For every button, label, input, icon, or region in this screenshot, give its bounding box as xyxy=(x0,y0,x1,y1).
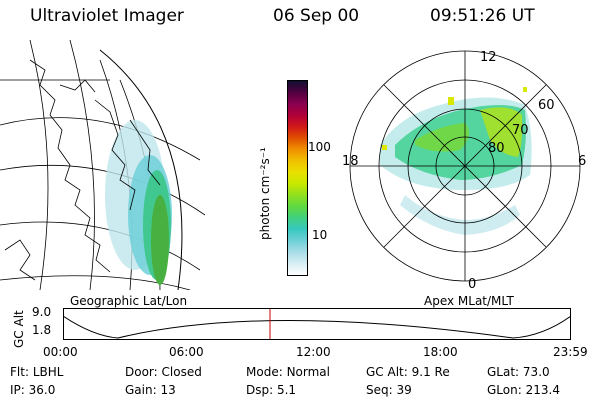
info-gain: Gain: 13 xyxy=(125,383,176,397)
timeline-xtick-0600: 06:00 xyxy=(169,345,204,359)
info-dsp: Dsp: 5.1 xyxy=(246,383,297,397)
timeline-xtick-0000: 00:00 xyxy=(43,345,78,359)
info-glat: GLat: 73.0 xyxy=(487,365,550,379)
timeline-xtick-1200: 12:00 xyxy=(296,345,331,359)
geographic-panel-label: Geographic Lat/Lon xyxy=(70,294,188,308)
time-label: 09:51:26 UT xyxy=(430,6,535,26)
info-flt: Flt: LBHL xyxy=(10,365,64,379)
colorbar-tick-100: 100 xyxy=(308,140,331,154)
colorbar-tick-10: 10 xyxy=(312,228,328,242)
apex-panel-label: Apex MLat/MLT xyxy=(424,294,514,308)
info-seq: Seq: 39 xyxy=(366,383,412,397)
mlt-label-18: 18 xyxy=(342,154,359,169)
info-gc-alt: GC Alt: 9.1 Re xyxy=(366,365,450,379)
timeline-xtick-2359: 23:59 xyxy=(553,345,588,359)
mlt-label-12: 12 xyxy=(480,50,497,65)
info-mode: Mode: Normal xyxy=(246,365,330,379)
colorbar-gradient xyxy=(288,81,307,275)
timeline-ytick-9: 9.0 xyxy=(32,305,52,319)
info-glon: GLon: 213.4 xyxy=(487,383,560,397)
info-door: Door: Closed xyxy=(125,365,202,379)
info-ip: IP: 36.0 xyxy=(10,383,56,397)
geographic-image xyxy=(0,40,206,290)
mlat-label-80: 80 xyxy=(488,141,505,156)
date-label: 06 Sep 00 xyxy=(273,6,360,26)
timeline-axis-label: GC Alt xyxy=(12,310,26,348)
colorbar xyxy=(287,80,308,276)
timeline-ytick-1-8: 1.8 xyxy=(32,323,52,337)
orbit-timeline xyxy=(63,308,571,340)
mlat-label-60: 60 xyxy=(538,98,555,113)
instrument-title: Ultraviolet Imager xyxy=(30,6,184,26)
polar-plot: 12 18 6 0 60 70 80 xyxy=(342,50,586,290)
mlt-label-6: 6 xyxy=(578,154,586,169)
timeline-xtick-1800: 18:00 xyxy=(423,345,458,359)
mlat-label-70: 70 xyxy=(512,123,529,138)
colorbar-units-label: photon cm⁻²s⁻¹ xyxy=(258,147,272,240)
mlt-label-0: 0 xyxy=(468,277,476,290)
